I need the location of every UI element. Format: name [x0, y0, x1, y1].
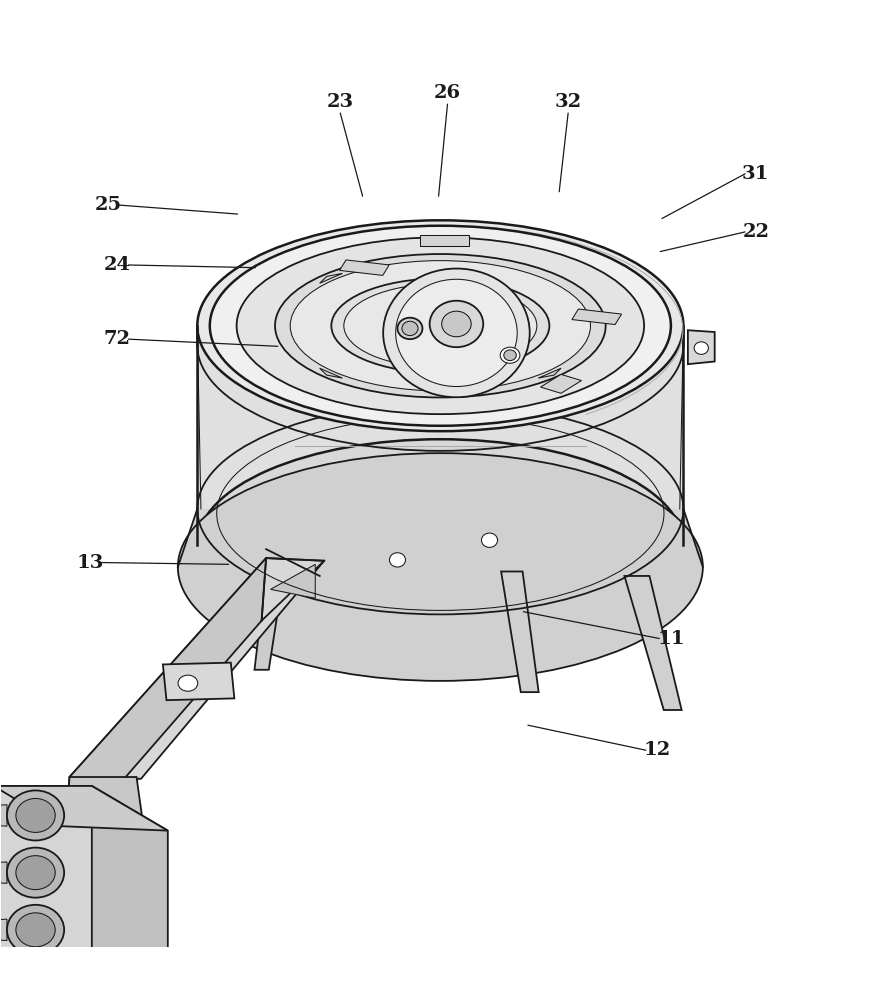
- Polygon shape: [197, 326, 683, 545]
- Polygon shape: [0, 786, 167, 831]
- Ellipse shape: [389, 553, 405, 567]
- Text: 24: 24: [103, 256, 131, 274]
- Polygon shape: [420, 235, 468, 246]
- Polygon shape: [0, 805, 7, 826]
- Ellipse shape: [503, 350, 516, 361]
- Ellipse shape: [209, 226, 670, 426]
- Ellipse shape: [197, 439, 683, 650]
- Ellipse shape: [395, 279, 517, 387]
- Text: 72: 72: [103, 330, 131, 348]
- Polygon shape: [92, 786, 167, 1000]
- Polygon shape: [501, 571, 538, 692]
- Ellipse shape: [16, 913, 55, 947]
- Polygon shape: [270, 564, 315, 598]
- Polygon shape: [0, 862, 7, 883]
- Polygon shape: [540, 374, 581, 393]
- Text: 12: 12: [643, 741, 670, 759]
- Polygon shape: [197, 326, 683, 345]
- Polygon shape: [163, 663, 234, 700]
- Ellipse shape: [7, 790, 64, 840]
- Text: 25: 25: [94, 196, 122, 214]
- Text: 26: 26: [434, 84, 460, 102]
- Text: 31: 31: [741, 165, 769, 183]
- Ellipse shape: [274, 254, 605, 397]
- Polygon shape: [624, 576, 681, 710]
- Ellipse shape: [331, 278, 549, 373]
- Polygon shape: [65, 561, 324, 847]
- Ellipse shape: [694, 342, 708, 354]
- Ellipse shape: [197, 220, 683, 431]
- Ellipse shape: [16, 856, 55, 890]
- Ellipse shape: [178, 453, 702, 681]
- Ellipse shape: [236, 237, 644, 414]
- Polygon shape: [254, 571, 283, 670]
- Polygon shape: [65, 558, 266, 847]
- Ellipse shape: [178, 675, 198, 691]
- Polygon shape: [0, 919, 7, 941]
- Polygon shape: [319, 368, 342, 378]
- Text: 13: 13: [76, 554, 104, 572]
- Text: 23: 23: [326, 93, 353, 111]
- Polygon shape: [319, 273, 342, 283]
- Ellipse shape: [343, 284, 536, 368]
- Polygon shape: [178, 509, 702, 567]
- Polygon shape: [70, 558, 324, 779]
- Ellipse shape: [16, 798, 55, 832]
- Polygon shape: [537, 368, 561, 378]
- Polygon shape: [0, 786, 92, 956]
- Ellipse shape: [383, 269, 529, 397]
- Ellipse shape: [442, 311, 470, 337]
- Text: 32: 32: [554, 93, 581, 111]
- Ellipse shape: [7, 848, 64, 898]
- Text: 22: 22: [741, 223, 769, 241]
- Polygon shape: [339, 260, 389, 275]
- Ellipse shape: [500, 347, 519, 363]
- Ellipse shape: [429, 301, 483, 347]
- Ellipse shape: [7, 905, 64, 955]
- Ellipse shape: [401, 321, 417, 336]
- Polygon shape: [65, 777, 167, 1000]
- Ellipse shape: [397, 318, 422, 339]
- Text: 11: 11: [656, 630, 684, 648]
- Polygon shape: [687, 330, 714, 364]
- Ellipse shape: [481, 533, 497, 547]
- Ellipse shape: [290, 261, 590, 391]
- Polygon shape: [571, 309, 620, 325]
